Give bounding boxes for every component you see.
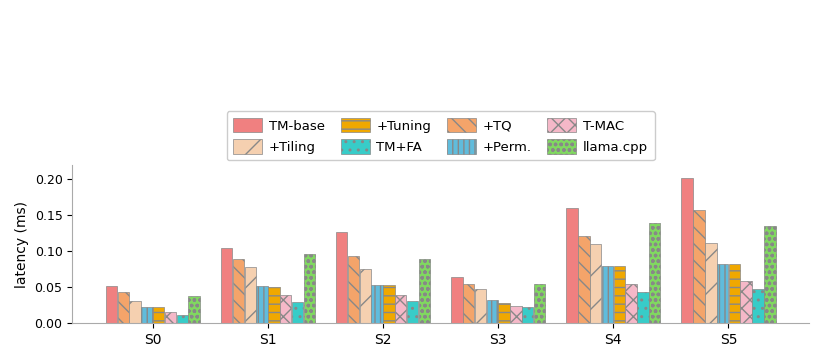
Y-axis label: latency (ms): latency (ms)	[15, 201, 29, 288]
Bar	[649, 223, 660, 323]
Bar	[463, 284, 475, 323]
Bar	[268, 287, 279, 323]
Bar	[499, 303, 510, 323]
Bar	[566, 208, 578, 323]
Bar	[614, 266, 625, 323]
Bar	[359, 269, 371, 323]
Bar	[419, 259, 430, 323]
Bar	[693, 210, 705, 323]
Bar	[336, 232, 348, 323]
Bar	[728, 264, 740, 323]
Bar	[153, 307, 165, 323]
Bar	[590, 244, 602, 323]
Bar	[348, 256, 359, 323]
Bar	[637, 292, 648, 323]
Bar	[407, 301, 419, 323]
Bar	[681, 178, 693, 323]
Bar	[232, 258, 244, 323]
Bar	[118, 292, 129, 323]
Bar	[705, 243, 717, 323]
Bar	[764, 226, 775, 323]
Bar	[280, 295, 292, 323]
Bar	[245, 267, 256, 323]
Bar	[522, 307, 533, 323]
Bar	[256, 286, 268, 323]
Bar	[578, 236, 589, 323]
Bar	[221, 248, 232, 323]
Bar	[602, 266, 613, 323]
Bar	[475, 289, 486, 323]
Legend: TM-base, +Tiling, +Tuning, TM+FA, +TQ, +Perm., T-MAC, llama.cpp: TM-base, +Tiling, +Tuning, TM+FA, +TQ, +…	[227, 111, 655, 160]
Bar	[303, 254, 315, 323]
Bar	[717, 264, 728, 323]
Bar	[452, 277, 462, 323]
Bar	[105, 286, 117, 323]
Bar	[741, 281, 752, 323]
Bar	[165, 312, 176, 323]
Bar	[395, 295, 406, 323]
Bar	[176, 315, 188, 323]
Bar	[534, 284, 545, 323]
Bar	[487, 299, 498, 323]
Bar	[510, 306, 522, 323]
Bar	[189, 296, 200, 323]
Bar	[292, 302, 303, 323]
Bar	[129, 301, 141, 323]
Bar	[383, 285, 395, 323]
Bar	[625, 284, 637, 323]
Bar	[752, 289, 764, 323]
Bar	[141, 307, 152, 323]
Bar	[372, 285, 383, 323]
